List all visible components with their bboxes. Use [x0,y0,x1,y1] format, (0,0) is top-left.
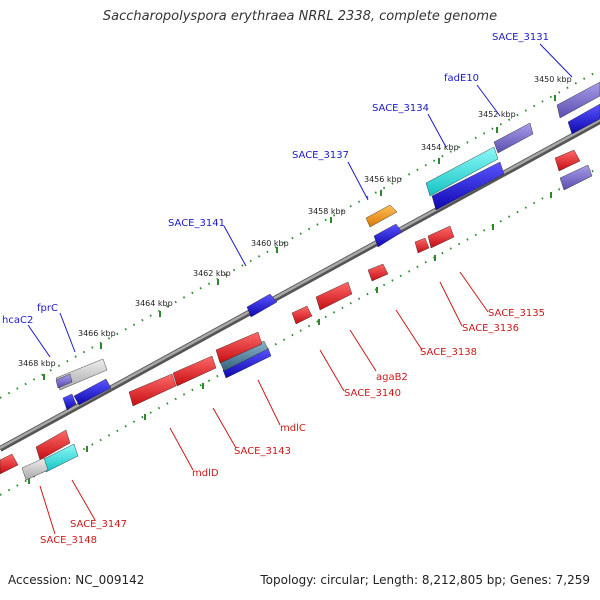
outer-tick-track [0,69,600,399]
gene-sace3131-b[interactable] [567,103,600,135]
ruler-label-3466: 3466 kbp [78,329,116,338]
gene-sace3143[interactable] [172,355,217,387]
gene-sace3131[interactable] [556,81,600,119]
ruler-label-3460: 3460 kbp [251,239,289,248]
gene-sace3135[interactable] [554,149,581,172]
label-sace3147[interactable]: SACE_3147 [70,519,127,530]
label-sace3143[interactable]: SACE_3143 [234,446,291,457]
label-mdlc[interactable]: mdlC [280,423,306,434]
gene-sace3136-b[interactable] [414,237,430,254]
ruler-label-3464: 3464 kbp [135,299,173,308]
accession-text: Accession: NC_009142 [8,573,145,587]
ruler-label-3454: 3454 kbp [421,143,459,152]
gene-sace3148-gray[interactable] [21,457,49,481]
ruler-label-3452: 3452 kbp [478,110,516,119]
gene-sace3137-b[interactable] [373,223,403,248]
ruler-label-3450: 3450 kbp [534,75,572,84]
gene-sace3147[interactable] [35,429,71,461]
label-sace3135[interactable]: SACE_3135 [488,308,545,319]
reverse-genes [0,149,593,481]
reverse-gene-labels: SACE_3135 SACE_3136 SACE_3138 agaB2 SACE… [40,308,545,546]
genome-info-text: Topology: circular; Length: 8,212,805 bp… [260,573,590,587]
label-fade10[interactable]: fadE10 [444,73,479,84]
map-title: Saccharopolyspora erythraea NRRL 2338, c… [102,9,498,24]
gene-sace3138[interactable] [367,263,389,282]
gene-agab2[interactable] [315,281,353,311]
label-sace3148[interactable]: SACE_3148 [40,535,97,546]
gene-fade10[interactable] [493,122,534,154]
outer-major-ticks [43,95,556,380]
ruler-label-3462: 3462 kbp [193,269,231,278]
gene-fade10-b[interactable] [431,161,505,211]
gene-fprc[interactable] [73,378,112,406]
gene-mdld[interactable] [128,373,177,407]
label-sace3131[interactable]: SACE_3131 [492,32,549,43]
ruler-label-3468: 3468 kbp [18,359,56,368]
label-sace3134[interactable]: SACE_3134 [372,103,429,114]
gene-sace3148[interactable] [0,453,19,475]
ruler-label-3456: 3456 kbp [364,175,402,184]
label-sace3140[interactable]: SACE_3140 [344,388,401,399]
label-mdld[interactable]: mdlD [192,468,219,479]
forward-gene-labels: SACE_3131 fadE10 SACE_3134 SACE_3137 SAC… [2,32,549,326]
label-sace3141[interactable]: SACE_3141 [168,218,225,229]
label-fprc[interactable]: fprC [37,303,58,314]
ruler-label-3458: 3458 kbp [308,207,346,216]
inner-major-ticks [28,192,552,484]
label-sace3138[interactable]: SACE_3138 [420,347,477,358]
forward-genes [55,81,600,411]
gene-sace3134[interactable] [425,146,499,197]
gene-sace3141[interactable] [246,293,278,318]
label-hcac2[interactable]: hcaC2 [2,315,33,326]
gene-sace3136[interactable] [427,225,455,249]
label-leaders [27,43,573,535]
label-sace3136[interactable]: SACE_3136 [462,323,519,334]
gene-sace3137[interactable] [365,204,398,228]
label-agab2[interactable]: agaB2 [376,372,408,383]
gene-sace3140[interactable] [291,305,313,325]
gene-mdlc-red[interactable] [215,331,263,364]
label-sace3137[interactable]: SACE_3137 [292,150,349,161]
gene-hcac2-b[interactable] [62,393,77,411]
gene-hcac2[interactable] [55,373,73,389]
gene-sace3135-b[interactable] [559,164,593,191]
